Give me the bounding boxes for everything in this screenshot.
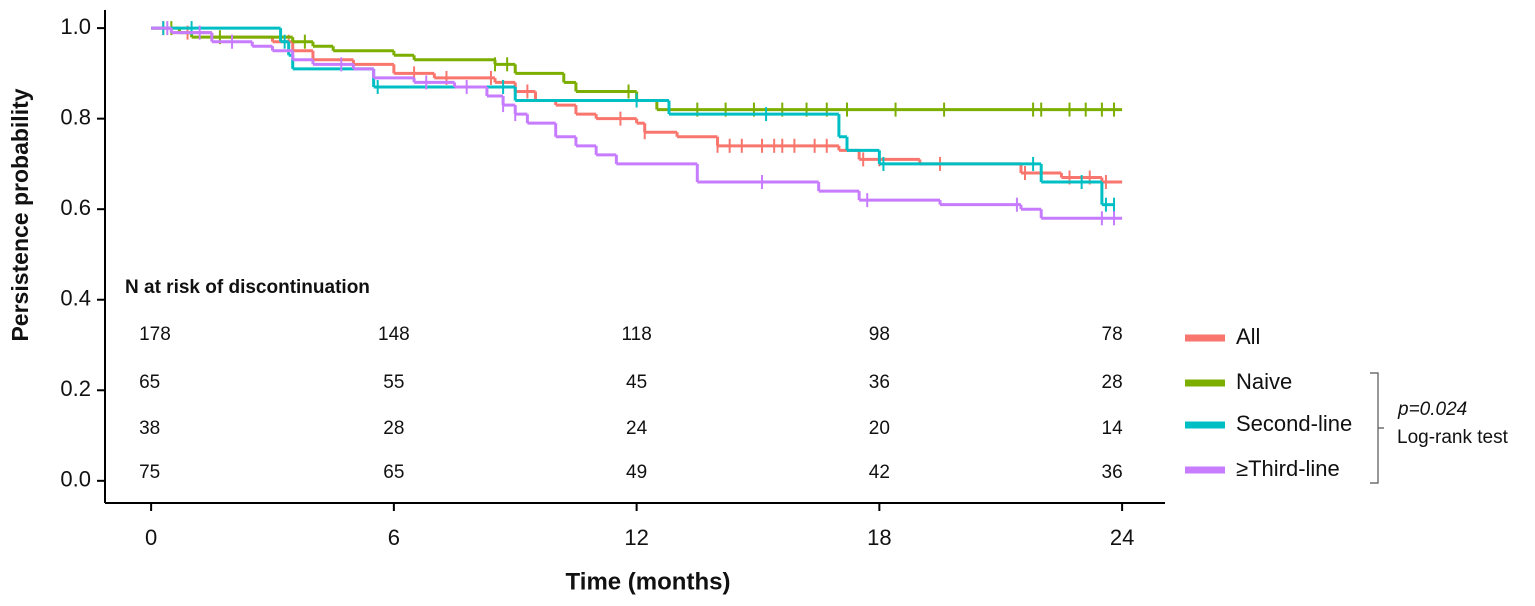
p-value: p=0.024 [1397, 399, 1467, 420]
x-axis-label: Time (months) [566, 568, 731, 595]
legend-label: Naive [1236, 369, 1292, 394]
y-tick-label: 0.8 [60, 104, 91, 129]
risk-count: 65 [139, 372, 160, 393]
risk-count: 65 [383, 462, 404, 483]
x-tick-label: 24 [1110, 525, 1134, 550]
x-tick-label: 12 [624, 525, 648, 550]
risk-count: 98 [869, 324, 890, 345]
risk-count: 38 [139, 418, 160, 439]
risk-count: 42 [869, 462, 890, 483]
risk-count: 28 [1102, 372, 1123, 393]
test-name: Log-rank test [1397, 427, 1509, 448]
risk-count: 49 [626, 462, 647, 483]
risk-count: 36 [1102, 462, 1123, 483]
risk-count: 45 [626, 372, 647, 393]
y-tick-label: 0.6 [60, 195, 91, 220]
risk-count: 78 [1102, 324, 1123, 345]
risk-count: 28 [383, 418, 404, 439]
risk-count: 148 [378, 324, 410, 345]
legend-label: ≥Third-line [1236, 456, 1340, 481]
y-tick-label: 0.2 [60, 376, 91, 401]
risk-count: 55 [383, 372, 404, 393]
legend-label: Second-line [1236, 411, 1352, 436]
legend-label: All [1236, 324, 1260, 349]
risk-table-title: N at risk of discontinuation [125, 277, 370, 298]
y-axis-label: Persistence probability [7, 88, 33, 341]
risk-count: 75 [139, 462, 160, 483]
x-tick-label: 0 [145, 525, 157, 550]
y-tick-label: 1.0 [60, 14, 91, 39]
risk-count: 178 [139, 324, 171, 345]
y-tick-label: 0.4 [60, 286, 91, 311]
y-tick-label: 0.0 [60, 467, 91, 492]
x-tick-label: 6 [388, 525, 400, 550]
risk-count: 36 [869, 372, 890, 393]
risk-count: 20 [869, 418, 890, 439]
risk-count: 24 [626, 418, 648, 439]
risk-count: 118 [621, 324, 651, 345]
bracket [1370, 372, 1384, 484]
risk-count: 14 [1102, 418, 1124, 439]
x-tick-label: 18 [867, 525, 891, 550]
